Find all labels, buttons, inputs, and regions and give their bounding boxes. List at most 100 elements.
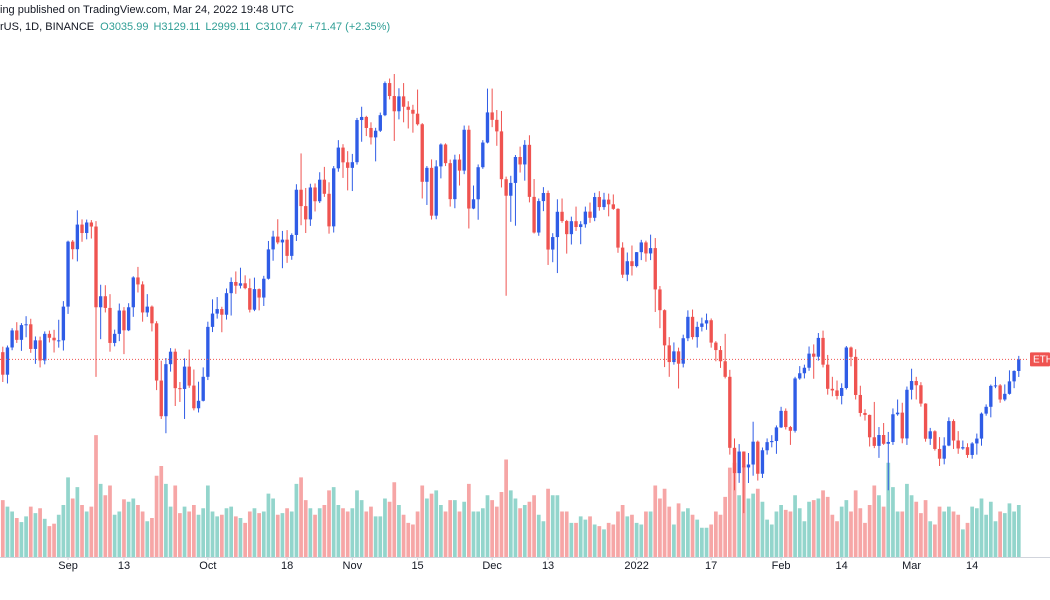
candle-body xyxy=(411,109,415,114)
volume-bar xyxy=(560,511,564,557)
volume-bar xyxy=(672,524,676,557)
volume-bar xyxy=(210,511,215,557)
volume-bar xyxy=(546,488,550,557)
candle-body xyxy=(919,385,923,404)
candle-body xyxy=(1017,359,1021,371)
x-tick-label: 2022 xyxy=(624,560,648,572)
candle-body xyxy=(546,192,550,250)
volume-bar xyxy=(522,505,527,557)
volume-bar xyxy=(187,511,192,557)
candle-body xyxy=(196,400,201,409)
volume-bar xyxy=(574,522,578,557)
volume-bar xyxy=(648,511,653,557)
candle-body xyxy=(448,163,452,200)
candle-body xyxy=(220,309,224,315)
candle-body xyxy=(425,167,429,182)
candle-body xyxy=(821,337,825,365)
volume-bar xyxy=(289,511,294,557)
candle-body xyxy=(840,387,844,396)
candle-body xyxy=(830,388,835,391)
volume-bar xyxy=(280,513,285,557)
volume-bar xyxy=(108,485,112,557)
volume-bar xyxy=(480,508,485,557)
candle-body xyxy=(262,278,266,298)
candle-body xyxy=(746,464,751,468)
volume-bar xyxy=(299,477,303,557)
candle-body xyxy=(891,414,895,442)
volume-bar xyxy=(233,516,238,557)
candle-body xyxy=(103,296,108,308)
candle-body xyxy=(630,261,634,267)
candle-body xyxy=(676,351,681,364)
candle-body xyxy=(812,353,816,357)
volume-bar xyxy=(275,514,280,557)
candle-body xyxy=(984,406,988,414)
candle-body xyxy=(686,316,690,339)
volume-bar xyxy=(434,490,439,557)
candle-body xyxy=(467,129,471,209)
x-tick-label: 17 xyxy=(705,560,717,572)
volume-bar xyxy=(411,524,415,557)
volume-bar xyxy=(84,511,89,557)
candle-body xyxy=(1,352,5,375)
candle-body xyxy=(327,193,331,227)
candle-body xyxy=(187,366,191,386)
volume-bar xyxy=(960,529,965,557)
candle-body xyxy=(280,239,285,243)
volume-bar xyxy=(19,522,24,557)
volume-bar xyxy=(606,522,611,557)
volume-bar xyxy=(392,482,397,557)
volume-bar xyxy=(583,519,588,557)
volume-bar xyxy=(807,501,811,557)
candle-body xyxy=(52,337,56,341)
candle-body xyxy=(434,166,438,216)
volume-bar xyxy=(653,485,658,557)
volume-bar xyxy=(690,514,695,557)
candle-body xyxy=(98,296,103,308)
volume-bar xyxy=(308,508,313,557)
candle-body xyxy=(24,324,28,326)
volume-bar xyxy=(462,501,467,557)
volume-bar xyxy=(56,514,61,557)
candle-body xyxy=(900,412,904,439)
candle-body xyxy=(61,306,66,341)
volume-bar xyxy=(196,514,201,557)
candle-body xyxy=(10,330,14,348)
candle-body xyxy=(774,427,779,442)
x-tick-label: Oct xyxy=(199,560,216,572)
volume-bar xyxy=(261,511,266,557)
candle-body xyxy=(276,236,280,243)
x-tick-label: 13 xyxy=(118,560,130,572)
volume-bar xyxy=(863,522,867,557)
candle-body xyxy=(523,144,527,165)
volume-bar xyxy=(429,493,434,557)
volume-bar xyxy=(877,495,881,557)
volume-bar xyxy=(835,521,839,557)
volume-bar xyxy=(900,511,905,557)
volume-bar xyxy=(303,500,308,557)
candle-body xyxy=(551,237,555,250)
volume-bar xyxy=(14,518,19,557)
volume-bar xyxy=(853,490,858,557)
volume-bar xyxy=(769,524,774,557)
candle-body xyxy=(304,206,308,220)
candle-body xyxy=(429,167,434,216)
volume-bar xyxy=(723,496,728,557)
volume-bar xyxy=(52,523,56,557)
candle-body xyxy=(490,112,494,120)
candle-body xyxy=(658,289,662,311)
volume-bar xyxy=(998,511,1002,557)
volume-bar xyxy=(974,508,979,557)
candle-body xyxy=(858,394,862,413)
candle-body xyxy=(714,342,718,351)
candle-body xyxy=(210,313,215,327)
last-price-label: ETH xyxy=(1033,355,1050,366)
candle-body xyxy=(499,131,504,180)
ohlc-value: L2999.11 xyxy=(205,21,250,33)
volume-bar xyxy=(602,529,606,557)
volume-bar xyxy=(639,524,644,557)
volume-bar xyxy=(844,500,849,557)
candle-body xyxy=(359,116,364,121)
candle-body xyxy=(867,414,872,438)
